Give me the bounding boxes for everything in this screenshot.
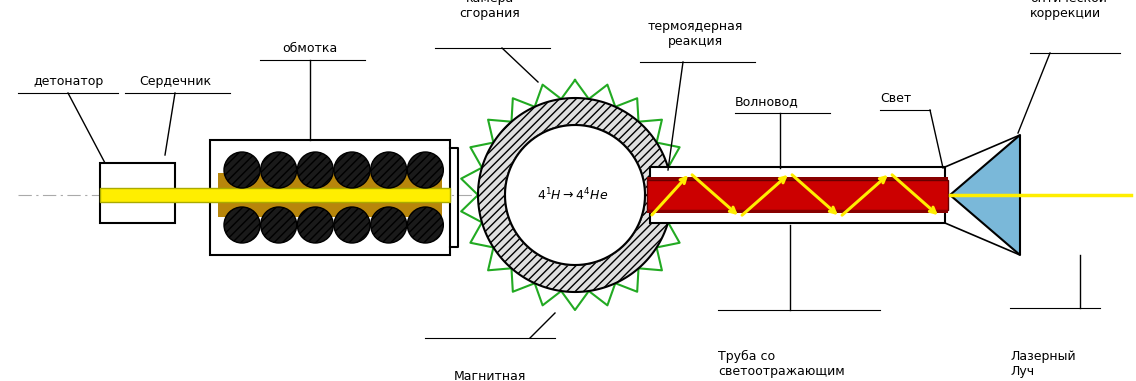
Text: Труба со
светоотражающим
покрытием: Труба со светоотражающим покрытием [718,350,845,381]
Polygon shape [506,125,645,265]
PathPatch shape [478,98,673,292]
Circle shape [408,152,443,188]
Text: камера
сгорания: камера сгорания [460,0,520,20]
Text: Сердечник: Сердечник [139,75,211,88]
Polygon shape [950,135,1020,255]
Circle shape [370,207,407,243]
Bar [648,180,949,210]
Polygon shape [461,80,688,310]
Text: Свет: Свет [880,92,911,105]
Bar [100,163,175,223]
Bar [210,140,450,255]
Circle shape [298,152,333,188]
Circle shape [370,152,407,188]
Text: Блок
оптической
коррекции: Блок оптической коррекции [1030,0,1106,20]
Text: Волновод: Волновод [735,95,799,108]
Circle shape [334,207,370,243]
Text: $4^{1}H \rightarrow 4^{4}He$: $4^{1}H \rightarrow 4^{4}He$ [537,187,609,203]
Text: Лазерный
Луч: Лазерный Луч [1010,350,1076,378]
Circle shape [224,207,260,243]
Text: термоядерная
реакция: термоядерная реакция [648,20,743,48]
Bar [648,177,949,180]
Circle shape [260,207,296,243]
Bar [100,188,450,202]
Circle shape [408,207,443,243]
Text: обмотка: обмотка [283,42,337,55]
Circle shape [298,207,333,243]
Text: детонатор: детонатор [33,75,103,88]
Circle shape [224,152,260,188]
Bar [218,173,442,217]
Text: Магнитная
ловушка: Магнитная ловушка [453,370,526,381]
Circle shape [334,152,370,188]
Circle shape [260,152,296,188]
Bar [648,210,949,213]
Bar [650,167,945,223]
